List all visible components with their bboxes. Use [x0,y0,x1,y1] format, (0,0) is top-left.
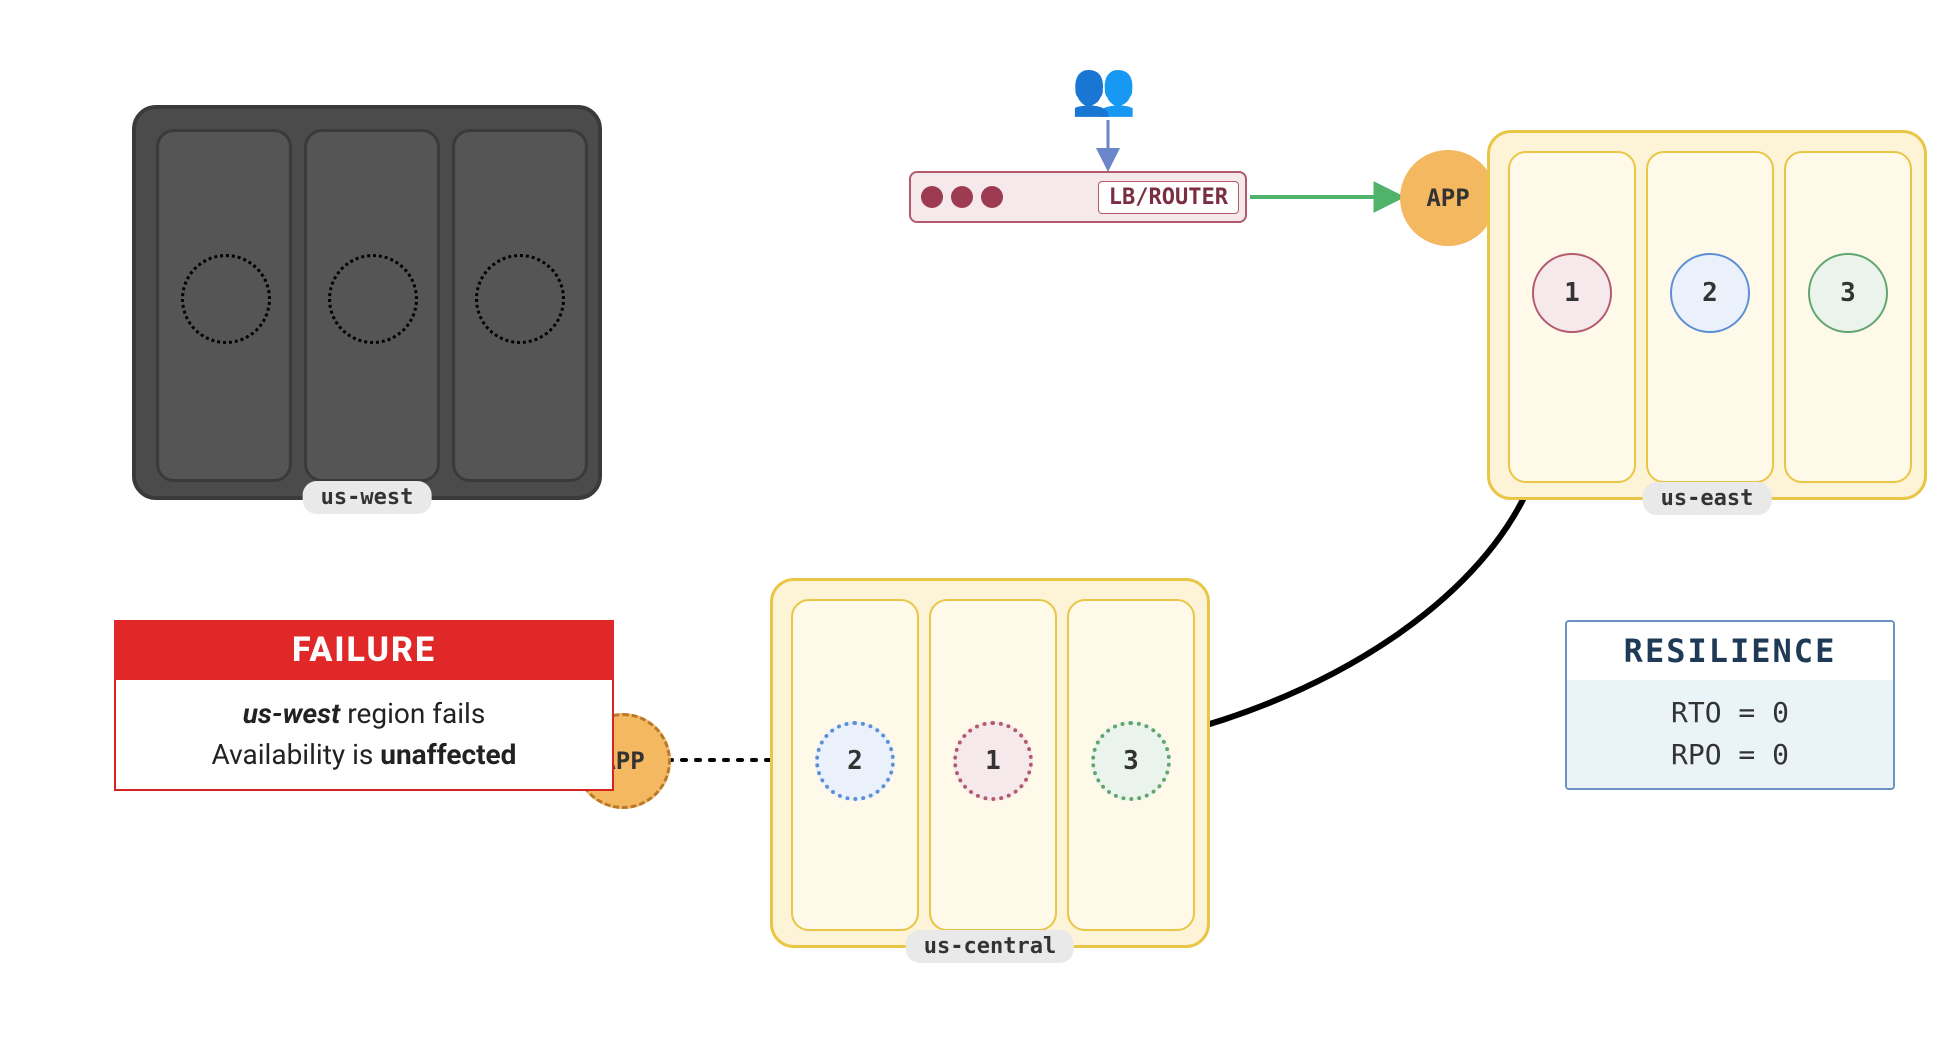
failure-panel: FAILURE us-west region fails Availabilit… [114,620,614,791]
region-label: us-central [906,930,1074,963]
lb-dot [981,186,1003,208]
replica-node-2: 2 [815,721,895,801]
ghost-node [328,254,418,344]
lb-dot [951,186,973,208]
resilience-line: RTO = 0 [1587,692,1873,734]
failure-header: FAILURE [114,620,614,680]
replica-node-3: 3 [1091,721,1171,801]
resilience-panel: RESILIENCE RTO = 0 RPO = 0 [1565,620,1895,790]
lb-label: LB/ROUTER [1098,181,1239,214]
failure-line2-prefix: Availability is [212,738,381,771]
replica-node-1: 1 [1532,253,1612,333]
lb-dot [921,186,943,208]
load-balancer: LB/ROUTER [909,171,1247,223]
resilience-body: RTO = 0 RPO = 0 [1567,680,1893,788]
failure-region-name: us-west [243,697,341,730]
failure-line1-rest: region fails [340,697,485,730]
region-us-central: 213us-central [770,578,1210,948]
region-us-west: us-west [132,105,602,500]
replica-node-3: 3 [1808,253,1888,333]
region-label: us-east [1643,482,1772,515]
diagram-stage: { "canvas": {"w":1958,"h":1044,"bg":"#ff… [0,0,1958,1044]
failure-line2-bold: unaffected [380,738,516,771]
replica-node-2: 2 [1670,253,1750,333]
region-label: us-west [303,481,432,514]
app-badge-east: APP [1400,150,1496,246]
ghost-node [181,254,271,344]
users-icon: 👥 [1071,57,1136,119]
resilience-line: RPO = 0 [1587,734,1873,776]
ghost-node [475,254,565,344]
region-us-east: 123us-east [1487,130,1927,500]
failure-body: us-west region fails Availability is una… [114,680,614,791]
resilience-header: RESILIENCE [1567,622,1893,680]
replica-node-1: 1 [953,721,1033,801]
